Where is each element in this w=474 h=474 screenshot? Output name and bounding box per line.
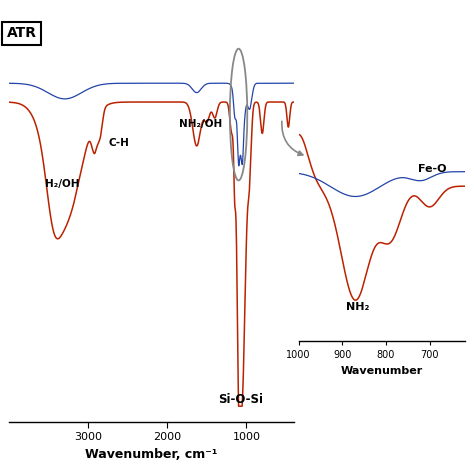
X-axis label: Wavenumber, cm⁻¹: Wavenumber, cm⁻¹ bbox=[85, 448, 218, 461]
X-axis label: Wavenumber: Wavenumber bbox=[340, 366, 423, 376]
Text: ATR: ATR bbox=[7, 27, 36, 40]
Text: Si-O-Si: Si-O-Si bbox=[218, 393, 263, 406]
Text: C-H: C-H bbox=[108, 138, 129, 148]
Text: Fe-O: Fe-O bbox=[418, 164, 446, 173]
Text: Transmission, %: Transmission, % bbox=[305, 173, 315, 263]
Text: NH₂: NH₂ bbox=[346, 302, 369, 312]
Text: NH₂/OH: NH₂/OH bbox=[179, 119, 223, 129]
Text: H₂/OH: H₂/OH bbox=[45, 179, 80, 189]
